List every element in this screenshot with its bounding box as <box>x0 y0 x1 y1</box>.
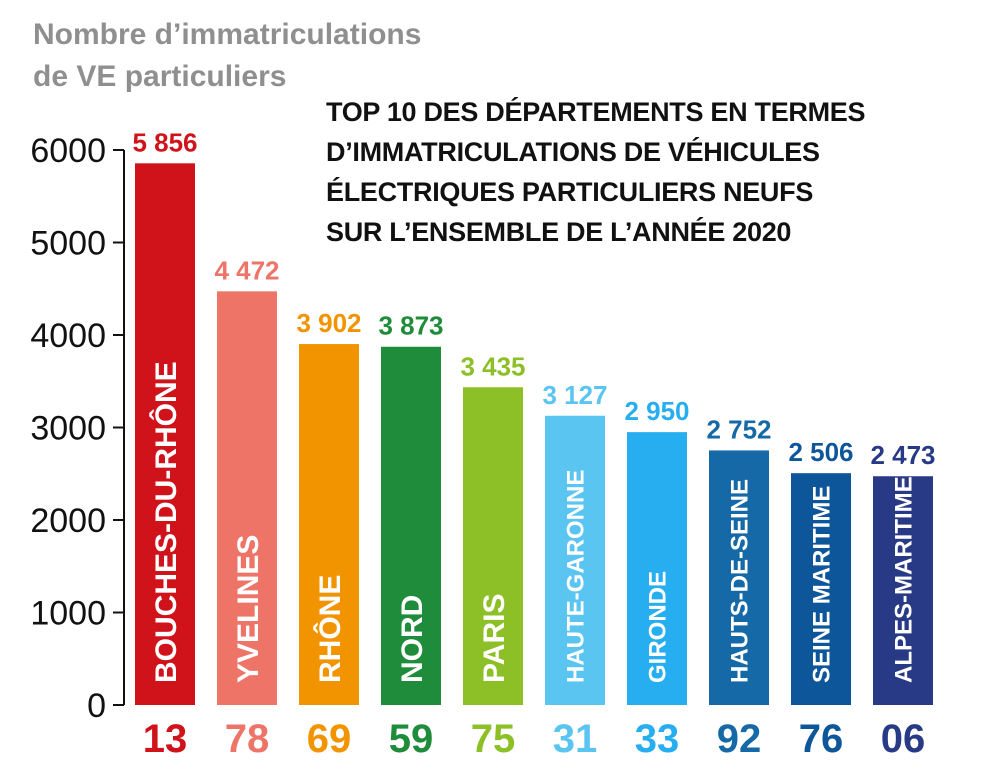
bar-category-label: RHÔNE <box>313 575 347 683</box>
bar-category-label: ALPES-MARITIMES <box>891 460 918 683</box>
bar-value-label: 3 902 <box>296 308 361 338</box>
chart-title: TOP 10 DES DÉPARTEMENTS EN TERMES D’IMMA… <box>326 92 966 252</box>
chart-title-line-1: TOP 10 DES DÉPARTEMENTS EN TERMES <box>326 97 866 127</box>
department-code-label: 13 <box>143 717 188 761</box>
y-tick-label: 6000 <box>30 132 106 170</box>
bar <box>299 344 359 705</box>
y-tick-label: 3000 <box>30 410 106 448</box>
department-code-label: 76 <box>799 717 844 761</box>
bar-category-label: HAUTE-GARONNE <box>563 470 590 683</box>
y-tick-label: 2000 <box>30 502 106 540</box>
chart-title-line-2: D’IMMATRICULATIONS DE VÉHICULES <box>326 137 820 167</box>
bar-category-label: SEINE MARITIME <box>809 486 836 683</box>
bar <box>873 476 933 705</box>
y-tick-label: 0 <box>87 687 106 725</box>
chart-title-line-3: ÉLECTRIQUES PARTICULIERS NEUFS <box>326 177 814 207</box>
bar-value-label: 3 127 <box>542 380 607 410</box>
bar-category-label: GIRONDE <box>645 571 672 683</box>
bar <box>135 163 195 705</box>
bar-category-label: YVELINES <box>232 535 265 683</box>
bar-value-label: 3 873 <box>378 311 443 341</box>
y-tick-label: 5000 <box>30 225 106 263</box>
department-code-label: 59 <box>389 717 434 761</box>
department-code-label: 78 <box>225 717 270 761</box>
y-axis-title: Nombre d’immatriculations de VE particul… <box>33 14 473 98</box>
chart-title-line-4: SUR L’ENSEMBLE DE L’ANNÉE 2020 <box>326 217 792 247</box>
bar-value-label: 2 752 <box>706 414 771 444</box>
bar <box>217 291 277 705</box>
bar-value-label: 5 856 <box>132 127 197 157</box>
bar <box>463 387 523 705</box>
department-code-label: 31 <box>553 717 598 761</box>
y-axis-title-line-2: de VE particuliers <box>33 60 287 93</box>
bar <box>627 432 687 705</box>
bar-value-label: 2 506 <box>788 437 853 467</box>
y-axis-title-line-1: Nombre d’immatriculations <box>33 18 422 51</box>
y-tick-label: 4000 <box>30 317 106 355</box>
bar-category-label: BOUCHES-DU-RHÔNE <box>149 361 183 683</box>
bar-category-label: HAUTS-DE-SEINE <box>727 479 754 683</box>
bar-category-label: NORD <box>396 595 429 683</box>
bar <box>381 346 441 705</box>
bar <box>545 415 605 705</box>
bar-value-label: 2 950 <box>624 396 689 426</box>
department-code-label: 06 <box>881 717 926 761</box>
department-code-label: 69 <box>307 717 352 761</box>
department-code-label: 75 <box>471 717 516 761</box>
y-tick-label: 1000 <box>30 595 106 633</box>
bar-value-label: 4 472 <box>214 255 279 285</box>
bar-category-label: PARIS <box>478 594 511 683</box>
bar-value-label: 3 435 <box>460 351 525 381</box>
bar <box>709 450 769 705</box>
bar-value-label: 2 473 <box>870 440 935 470</box>
bar <box>791 473 851 705</box>
department-code-label: 33 <box>635 717 680 761</box>
department-code-label: 92 <box>717 717 762 761</box>
